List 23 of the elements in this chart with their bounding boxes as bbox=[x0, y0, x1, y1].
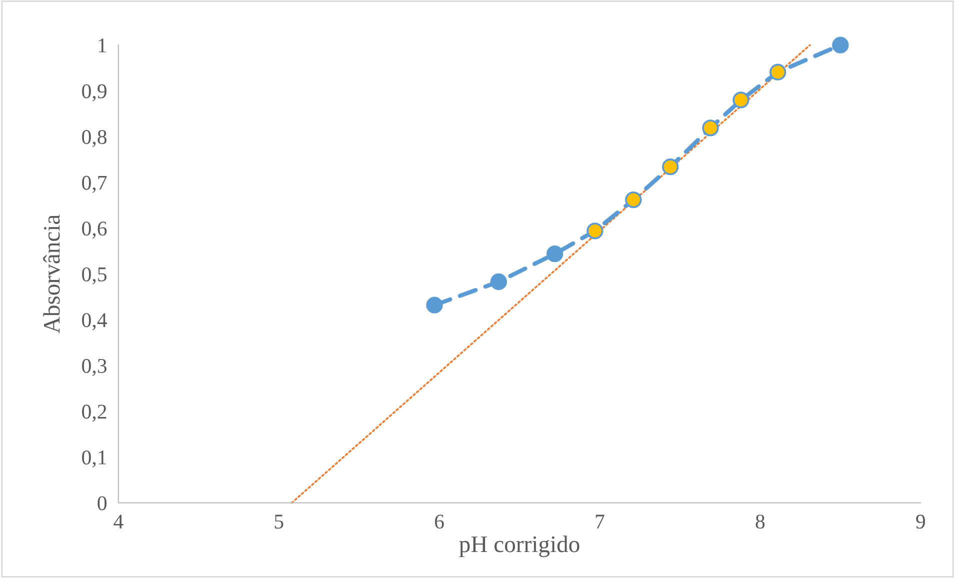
y-tick-label: 0,5 bbox=[82, 267, 106, 284]
y-tick-label: 0 bbox=[98, 496, 107, 510]
x-tick-label: 8 bbox=[756, 514, 765, 529]
x-tick-label: 5 bbox=[274, 514, 284, 529]
x-tick-label: 7 bbox=[596, 514, 604, 528]
point bbox=[490, 273, 507, 290]
y-tick-label: 0,7 bbox=[82, 176, 107, 193]
point bbox=[426, 296, 443, 314]
x-axis-title: pH corrigido bbox=[459, 536, 580, 558]
y-tick-label: 0,3 bbox=[82, 358, 106, 376]
y-tick-label: 0,8 bbox=[82, 130, 107, 148]
y-tick-label: 0,4 bbox=[82, 313, 107, 330]
point bbox=[546, 245, 564, 262]
y-tick-label: 0,1 bbox=[82, 450, 106, 468]
y-tick-label: 1 bbox=[98, 38, 106, 52]
y-tick-label: 0,9 bbox=[82, 84, 106, 102]
y-tick-label: 0,2 bbox=[82, 404, 106, 422]
x-tick-label: 9 bbox=[916, 514, 925, 529]
y-axis-title: Absorvância bbox=[43, 214, 60, 334]
point bbox=[832, 36, 849, 54]
x-tick-label: 6 bbox=[434, 514, 444, 529]
x-tick-label: 4 bbox=[114, 514, 124, 528]
y-tick-label: 0,6 bbox=[82, 222, 107, 239]
